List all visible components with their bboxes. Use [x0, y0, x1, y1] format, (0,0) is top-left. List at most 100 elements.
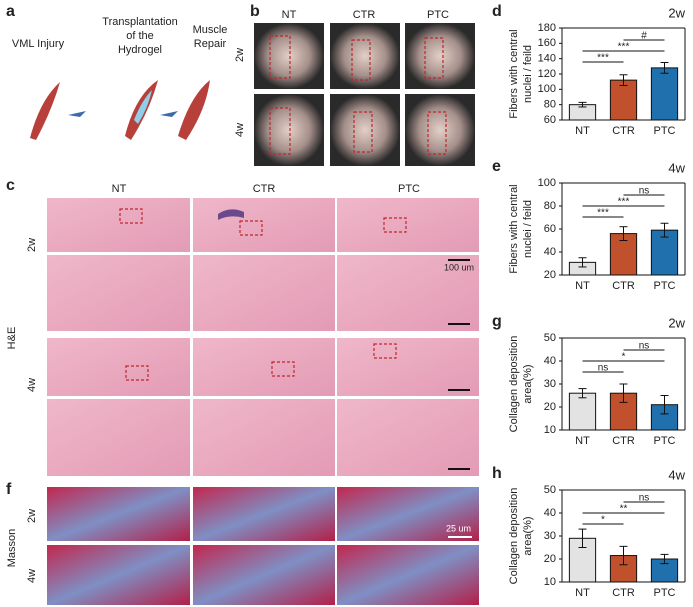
panel-label: g — [492, 313, 502, 330]
y-tick-label: 160 — [538, 37, 556, 49]
x-tick-label: CTR — [612, 125, 635, 137]
bar — [650, 229, 679, 276]
step-label: Transplantation — [102, 16, 177, 28]
y-tick-label: 120 — [538, 68, 556, 80]
step-label: Muscle — [193, 24, 228, 36]
chart-subtitle: 2w — [668, 5, 685, 20]
panel-label: d — [492, 3, 502, 20]
step-label: Hydrogel — [118, 44, 162, 56]
x-tick-label: CTR — [612, 280, 635, 292]
x-tick-label: CTR — [612, 587, 635, 599]
y-axis-label: area(%) — [522, 364, 534, 403]
column-label: NT — [112, 183, 127, 195]
panel-label: e — [492, 158, 501, 175]
significance-label: * — [601, 515, 605, 526]
row-label: 4w — [234, 123, 246, 137]
row-label: 2w — [26, 238, 38, 252]
x-tick-label: CTR — [612, 435, 635, 447]
y-tick-label: 80 — [544, 200, 556, 212]
bar — [609, 79, 638, 121]
stain-label: H&E — [6, 327, 18, 350]
panel-label: a — [6, 3, 15, 20]
y-axis-label: Fibers with central — [508, 184, 520, 273]
step-label: VML Injury — [12, 38, 65, 50]
significance-label: *** — [618, 42, 630, 53]
y-tick-label: 140 — [538, 53, 556, 65]
step-label: of the — [126, 30, 154, 42]
significance-label: ns — [639, 493, 650, 504]
scale-bar-label: 25 um — [446, 523, 471, 533]
chart-subtitle: 4w — [668, 467, 685, 482]
significance-label: ns — [598, 363, 609, 374]
arrow-icon — [160, 111, 178, 117]
x-tick-label: NT — [575, 435, 590, 447]
column-label: PTC — [398, 183, 420, 195]
panel-label: b — [250, 3, 260, 20]
y-axis-label: nuclei / feild — [522, 45, 534, 103]
y-tick-label: 60 — [544, 223, 556, 235]
y-tick-label: 100 — [538, 83, 556, 95]
column-label: CTR — [253, 183, 276, 195]
y-axis-label: nuclei / feild — [522, 200, 534, 258]
panel-label: h — [492, 465, 502, 482]
y-axis-label: Collagen deposition — [508, 336, 520, 433]
column-label: PTC — [427, 9, 449, 21]
histology-grid — [47, 198, 479, 476]
muscle-icon — [30, 82, 60, 140]
y-tick-label: 50 — [544, 332, 556, 344]
significance-label: ns — [639, 341, 650, 352]
significance-label: * — [622, 352, 626, 363]
chart-subtitle: 2w — [668, 315, 685, 330]
x-tick-label: PTC — [654, 280, 676, 292]
y-tick-label: 30 — [544, 378, 556, 390]
y-axis-label: Collagen deposition — [508, 488, 520, 585]
significance-label: *** — [597, 208, 609, 219]
y-tick-label: 40 — [544, 507, 556, 519]
y-axis-label: Fibers with central — [508, 29, 520, 118]
significance-label: ** — [620, 504, 628, 515]
y-tick-label: 40 — [544, 355, 556, 367]
y-tick-label: 40 — [544, 246, 556, 258]
arrow-icon — [68, 111, 86, 117]
y-tick-label: 60 — [544, 114, 556, 126]
y-tick-label: 50 — [544, 484, 556, 496]
y-tick-label: 100 — [538, 177, 556, 189]
panel-label: c — [6, 177, 15, 194]
x-tick-label: NT — [575, 280, 590, 292]
panel-label: f — [6, 481, 12, 498]
significance-label: *** — [618, 197, 630, 208]
x-tick-label: PTC — [654, 125, 676, 137]
y-tick-label: 30 — [544, 530, 556, 542]
y-tick-label: 20 — [544, 269, 556, 281]
y-tick-label: 80 — [544, 99, 556, 111]
y-tick-label: 20 — [544, 553, 556, 565]
significance-label: *** — [597, 53, 609, 64]
y-tick-label: 20 — [544, 401, 556, 413]
bar — [650, 67, 679, 121]
bar — [568, 392, 597, 431]
masson-grid — [47, 487, 479, 605]
muscle-icon — [178, 80, 210, 140]
photo-grid — [254, 23, 475, 166]
row-label: 2w — [26, 509, 38, 523]
significance-label: # — [641, 31, 647, 42]
y-tick-label: 10 — [544, 424, 556, 436]
column-label: NT — [282, 9, 297, 21]
y-tick-label: 180 — [538, 22, 556, 34]
chart-subtitle: 4w — [668, 160, 685, 175]
significance-label: ns — [639, 186, 650, 197]
x-tick-label: NT — [575, 587, 590, 599]
x-tick-label: PTC — [654, 435, 676, 447]
hydrogel-icon — [134, 90, 152, 124]
y-tick-label: 10 — [544, 576, 556, 588]
row-label: 4w — [26, 378, 38, 392]
row-label: 2w — [234, 48, 246, 62]
stain-label: Masson — [6, 529, 18, 568]
column-label: CTR — [353, 9, 376, 21]
row-label: 4w — [26, 569, 38, 583]
y-axis-label: area(%) — [522, 516, 534, 555]
x-tick-label: PTC — [654, 587, 676, 599]
step-label: Repair — [194, 38, 227, 50]
x-tick-label: NT — [575, 125, 590, 137]
